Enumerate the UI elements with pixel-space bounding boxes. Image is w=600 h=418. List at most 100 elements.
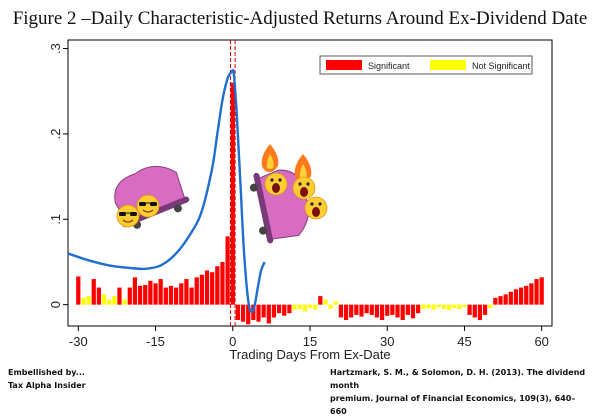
bar-significant	[518, 287, 524, 305]
bar-significant	[168, 285, 174, 305]
bar-significant	[529, 283, 534, 305]
bar-not-significant	[421, 304, 426, 309]
bar-significant	[405, 304, 410, 315]
legend-group: Significant Not Significant	[319, 55, 533, 75]
bar-significant	[379, 304, 385, 321]
bar-significant	[369, 304, 374, 315]
bar-significant	[338, 304, 344, 318]
bar-significant	[189, 287, 194, 305]
bar-significant	[287, 304, 292, 314]
footer-credit-line1: Embellished by...	[8, 368, 85, 377]
bar-significant	[416, 304, 421, 314]
bar-significant	[364, 304, 369, 314]
chart-title: Figure 2 –Daily Characteristic-Adjusted …	[12, 8, 588, 29]
emoji-face	[116, 204, 140, 228]
footer-citation-line1: Hartzmark, S. M., & Solomon, D. H. (2013…	[330, 368, 586, 390]
screaming-emoji-icon	[264, 172, 288, 196]
legend-label: Significant	[368, 61, 410, 71]
bar-significant	[534, 279, 539, 305]
bar-significant	[539, 277, 544, 305]
bar-significant	[359, 304, 364, 317]
bar-not-significant	[292, 304, 297, 310]
y-tick-label: 0	[48, 301, 63, 308]
bar-not-significant	[302, 304, 307, 312]
bar-not-significant	[446, 304, 452, 310]
bar-not-significant	[426, 304, 431, 309]
x-tick-label: 15	[303, 334, 317, 349]
footer-citation-line2: premium. Journal of Financial Economics,…	[330, 394, 576, 416]
legend-box	[319, 55, 533, 75]
bar-significant	[276, 304, 282, 314]
bar-not-significant	[107, 299, 112, 305]
bar-significant	[148, 280, 153, 305]
bar-not-significant	[323, 299, 328, 305]
bar-significant	[246, 304, 251, 325]
bar-significant	[390, 304, 395, 315]
bar-significant	[179, 283, 184, 305]
curve-line	[67, 68, 266, 313]
bars-group	[76, 82, 544, 325]
sunglasses-emoji-icon	[116, 204, 140, 228]
bar-not-significant	[452, 304, 457, 309]
bar-significant	[240, 304, 246, 322]
bar-not-significant	[122, 299, 127, 305]
bar-not-significant	[441, 304, 446, 309]
fire-icon	[294, 154, 312, 182]
car-wheel	[249, 183, 258, 192]
bar-significant	[395, 304, 400, 318]
bar-significant	[374, 304, 380, 318]
bar-significant	[235, 304, 241, 321]
bar-significant	[354, 304, 359, 315]
chart-canvas: 0 .1 .2 .3 -30 -15 0 15 30 45 60 Trading Days From …	[48, 39, 553, 362]
legend-label: Not Significant	[472, 61, 531, 71]
y-tick-label: .3	[48, 43, 63, 54]
bar-significant	[318, 296, 323, 305]
bar-significant	[256, 304, 261, 322]
bar-significant	[174, 287, 179, 305]
bar-significant	[251, 304, 256, 321]
page: Figure 2 –Daily Characteristic-Adjusted …	[8, 8, 588, 416]
emoji-face	[136, 194, 160, 218]
x-tick-label: -15	[146, 334, 165, 349]
bar-not-significant	[462, 304, 467, 308]
bar-significant	[271, 304, 277, 318]
x-tick-label: 60	[534, 334, 548, 349]
bar-significant	[282, 304, 287, 316]
bar-significant	[220, 261, 225, 305]
bar-significant	[215, 266, 220, 305]
bar-significant	[385, 304, 390, 316]
bar-significant	[482, 304, 488, 315]
bar-not-significant	[333, 301, 338, 305]
bar-significant	[410, 304, 416, 319]
footer-citation: Hartzmark, S. M., & Solomon, D. H. (2013…	[330, 366, 592, 418]
bar-significant	[132, 277, 138, 305]
y-tick-label: .2	[48, 128, 63, 139]
bar-significant	[266, 304, 271, 324]
flame-inner	[266, 154, 274, 169]
bar-significant	[96, 287, 102, 305]
bar-significant	[230, 82, 235, 305]
x-tick-label: 45	[457, 334, 471, 349]
car-wheel	[259, 226, 268, 235]
bar-significant	[143, 285, 148, 305]
bar-significant	[194, 277, 199, 305]
bar-not-significant	[431, 304, 436, 310]
bar-significant	[513, 289, 519, 305]
sunglasses-emoji-icon	[136, 194, 160, 218]
bar-significant	[349, 304, 354, 318]
bar-significant	[472, 304, 477, 318]
legend-swatch	[430, 60, 466, 70]
bar-not-significant	[297, 304, 302, 309]
emoji-eye	[306, 182, 310, 186]
bar-significant	[400, 304, 405, 321]
emoji-eye	[270, 178, 274, 182]
bar-significant	[204, 270, 210, 305]
flame-inner	[299, 164, 307, 179]
bar-significant	[225, 236, 230, 305]
bar-significant	[117, 287, 122, 305]
bar-not-significant	[436, 304, 441, 308]
emoji-mouth	[312, 207, 320, 217]
y-tick-label: .1	[48, 214, 63, 225]
bar-significant	[127, 287, 132, 305]
sunglasses-lens	[130, 212, 137, 216]
